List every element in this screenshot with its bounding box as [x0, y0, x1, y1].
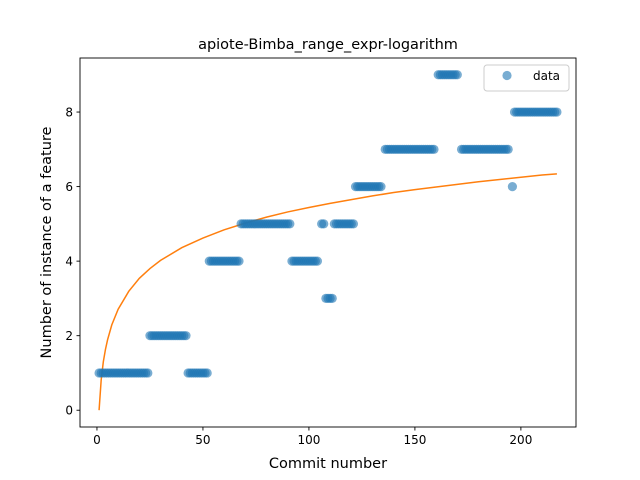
- plot-area: [94, 70, 562, 411]
- points-layer: [94, 70, 562, 378]
- x-tick-label: 200: [509, 433, 532, 447]
- y-axis: 0 2 4 6 8: [65, 105, 80, 418]
- x-axis: 0 50 100 150 200: [93, 427, 532, 447]
- x-axis-label: Commit number: [269, 456, 387, 472]
- data-point: [376, 181, 386, 192]
- y-tick-label: 0: [65, 404, 73, 418]
- data-point: [181, 331, 191, 341]
- data-point: [312, 256, 322, 266]
- x-tick-label: 150: [403, 433, 426, 447]
- data-point: [503, 144, 513, 154]
- data-point: [429, 144, 439, 154]
- data-point: [234, 256, 244, 266]
- legend-marker-data: [502, 70, 512, 81]
- x-tick-label: 50: [195, 433, 210, 447]
- data-point: [143, 368, 153, 378]
- y-tick-label: 4: [65, 254, 73, 268]
- data-point: [327, 293, 337, 304]
- data-point: [552, 107, 562, 117]
- x-tick-label: 0: [93, 433, 101, 447]
- y-axis-label: Number of instance of a feature: [39, 126, 55, 358]
- chart-title: apiote-Bimba_range_expr-logarithm: [198, 37, 458, 53]
- y-tick-label: 2: [65, 329, 73, 343]
- data-point: [202, 368, 212, 378]
- y-tick-label: 8: [65, 105, 73, 119]
- data-point: [452, 70, 462, 80]
- y-tick-label: 6: [65, 180, 73, 194]
- x-tick-label: 100: [297, 433, 320, 447]
- data-point: [285, 219, 295, 229]
- data-point: [319, 219, 329, 229]
- axes-frame: [79, 57, 577, 428]
- data-point: [507, 181, 518, 192]
- data-point: [348, 219, 359, 229]
- legend: data: [483, 64, 570, 92]
- legend-label-data: data: [533, 69, 560, 83]
